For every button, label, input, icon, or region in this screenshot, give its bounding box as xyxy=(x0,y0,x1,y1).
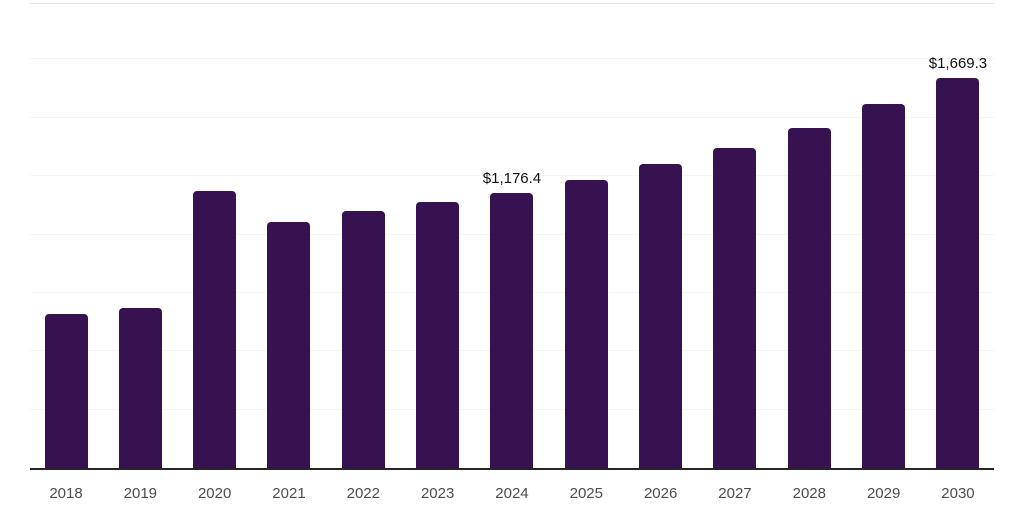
bar-2025[interactable] xyxy=(564,180,608,468)
x-tick-2018: 2018 xyxy=(49,485,83,502)
x-tick-2023: 2023 xyxy=(420,485,455,502)
bar-2029[interactable] xyxy=(862,104,906,468)
bar-2022[interactable] xyxy=(341,211,385,468)
x-tick-2026: 2026 xyxy=(643,485,678,502)
x-tick-2027: 2027 xyxy=(718,485,752,502)
x-tick-2021: 2021 xyxy=(272,485,306,502)
bar-value-label-2024: $1,176.4 xyxy=(482,170,542,188)
x-axis-labels: 2018 2019 2020 2021 2022 2023 2024 2025 2026 2027… xyxy=(0,470,1024,512)
gridline-1250 xyxy=(30,175,994,177)
bar-2030[interactable] xyxy=(936,78,980,468)
bar-2023[interactable] xyxy=(416,202,460,468)
bar-2019[interactable] xyxy=(118,308,162,468)
plot-area: $1,176.4 $1,669.3 xyxy=(30,3,994,470)
bar-2027[interactable] xyxy=(713,148,757,468)
x-tick-2028: 2028 xyxy=(792,485,826,502)
bar-value-label-2030: $1,669.3 xyxy=(928,55,988,73)
x-tick-2020: 2020 xyxy=(197,485,232,502)
x-tick-2030: 2030 xyxy=(941,485,975,502)
x-tick-2022: 2022 xyxy=(346,485,380,502)
bar-2028[interactable] xyxy=(787,128,831,468)
x-tick-2019: 2019 xyxy=(123,485,158,502)
bar-2021[interactable] xyxy=(267,222,311,468)
bar-2024[interactable] xyxy=(490,193,534,468)
bar-2026[interactable] xyxy=(639,164,683,468)
x-tick-2024: 2024 xyxy=(495,485,529,502)
gridline-1500 xyxy=(30,116,994,118)
bar-2020[interactable] xyxy=(193,191,237,468)
bar-2018[interactable] xyxy=(44,313,88,468)
gridline-1750 xyxy=(30,58,994,60)
x-tick-2029: 2029 xyxy=(866,485,901,502)
x-tick-2025: 2025 xyxy=(569,485,603,502)
